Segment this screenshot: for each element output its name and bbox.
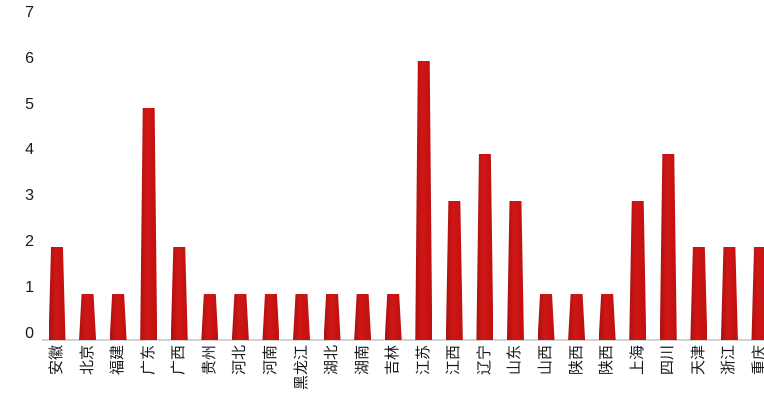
x-axis-label: 浙江 xyxy=(720,345,738,376)
bar xyxy=(659,154,677,340)
x-axis-label: 贵州 xyxy=(200,345,218,376)
bar xyxy=(751,247,764,340)
bar xyxy=(201,293,219,340)
x-axis-label: 辽宁 xyxy=(475,345,493,376)
bar xyxy=(354,293,372,340)
bar xyxy=(323,293,341,340)
bar xyxy=(231,293,249,340)
x-axis-label: 湖北 xyxy=(323,345,341,376)
bar xyxy=(262,293,280,340)
x-axis-label: 山西 xyxy=(537,345,555,376)
bar xyxy=(109,293,127,340)
x-axis-label: 福建 xyxy=(109,345,127,376)
bar xyxy=(79,293,97,340)
y-axis-tick-label: 4 xyxy=(25,141,34,159)
bar xyxy=(720,247,738,340)
x-axis-label: 上海 xyxy=(628,345,646,376)
x-axis-label: 北京 xyxy=(78,345,96,376)
bar xyxy=(568,293,586,340)
y-axis-tick-label: 2 xyxy=(25,233,34,251)
x-axis-label: 江苏 xyxy=(414,345,432,376)
bar xyxy=(506,200,524,340)
y-axis-tick-label: 0 xyxy=(25,325,34,342)
y-axis-tick-label: 3 xyxy=(25,187,34,205)
x-axis-label: 陕西 xyxy=(598,345,616,376)
bar xyxy=(629,200,647,340)
x-axis-label: 湖南 xyxy=(353,345,371,376)
x-axis-label: 广东 xyxy=(139,345,157,376)
bar xyxy=(690,247,708,340)
x-axis-label: 河南 xyxy=(261,345,279,376)
bar xyxy=(140,107,158,340)
bar xyxy=(598,293,616,340)
bar xyxy=(445,200,463,340)
x-axis-label: 四川 xyxy=(659,345,677,376)
x-axis-label: 重庆 xyxy=(750,345,764,376)
x-axis-line xyxy=(42,339,764,341)
x-axis-label: 安徽 xyxy=(48,345,65,376)
x-axis-label: 吉林 xyxy=(384,345,402,376)
y-axis-tick-label: 5 xyxy=(25,95,34,113)
x-axis-label: 天津 xyxy=(689,345,707,376)
bar xyxy=(537,293,555,340)
bar xyxy=(48,247,66,340)
bar xyxy=(293,293,311,340)
y-axis-tick-label: 6 xyxy=(25,49,34,67)
bar xyxy=(170,247,188,340)
bar xyxy=(415,61,433,340)
y-axis-tick-label: 7 xyxy=(25,3,34,21)
x-axis-label: 黑龙江 xyxy=(292,345,310,391)
bar xyxy=(476,154,494,340)
x-axis-label: 江西 xyxy=(445,345,463,376)
y-axis-tick-label: 1 xyxy=(25,279,34,297)
x-axis-label: 河北 xyxy=(231,345,249,376)
x-axis-label: 广西 xyxy=(170,345,188,376)
x-axis-label: 陕西 xyxy=(567,345,585,376)
x-axis-label: 山东 xyxy=(506,345,524,376)
bar xyxy=(384,293,402,340)
